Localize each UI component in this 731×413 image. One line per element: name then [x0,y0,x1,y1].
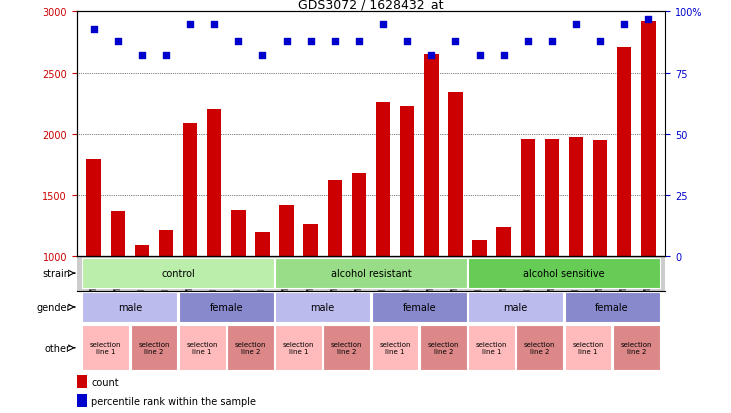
Point [522,38,534,45]
Text: female: female [595,302,629,312]
Point [498,53,510,59]
Bar [376,103,390,378]
Point [353,38,365,45]
Text: selection
line 1: selection line 1 [90,342,121,354]
FancyBboxPatch shape [276,259,466,288]
FancyBboxPatch shape [564,292,659,322]
Bar [231,210,246,378]
Bar [110,211,125,378]
Point [450,38,461,45]
FancyBboxPatch shape [324,325,371,370]
Bar [77,394,87,407]
FancyBboxPatch shape [131,325,178,370]
Point [208,21,220,28]
Point [377,21,389,28]
Bar [77,375,87,388]
Bar [472,241,487,378]
FancyBboxPatch shape [564,325,611,370]
Point [474,53,485,59]
Text: selection
line 2: selection line 2 [331,342,363,354]
Text: selection
line 1: selection line 1 [283,342,314,354]
Text: male: male [311,302,335,312]
Point [305,38,317,45]
FancyBboxPatch shape [83,292,178,322]
Text: alcohol sensitive: alcohol sensitive [523,268,605,278]
Point [425,53,437,59]
FancyBboxPatch shape [83,259,274,288]
Bar [569,138,583,378]
Bar [545,139,559,378]
Text: count: count [91,377,119,387]
FancyBboxPatch shape [516,325,563,370]
Text: gender: gender [37,302,71,312]
Bar [86,160,101,378]
Text: female: female [402,302,436,312]
Text: selection
line 2: selection line 2 [428,342,459,354]
Point [160,53,172,59]
FancyBboxPatch shape [83,325,129,370]
FancyBboxPatch shape [613,325,659,370]
Text: strain: strain [43,268,71,278]
Bar [303,225,318,378]
Bar [448,93,463,378]
Text: male: male [504,302,528,312]
FancyBboxPatch shape [468,325,515,370]
Text: alcohol resistant: alcohol resistant [330,268,412,278]
Text: selection
line 2: selection line 2 [621,342,652,354]
FancyBboxPatch shape [468,259,659,288]
FancyBboxPatch shape [468,292,563,322]
Text: control: control [161,268,195,278]
Point [618,21,630,28]
Point [257,53,268,59]
Text: selection
line 1: selection line 1 [379,342,411,354]
FancyBboxPatch shape [371,292,466,322]
Text: selection
line 1: selection line 1 [476,342,507,354]
Point [232,38,244,45]
Bar [617,48,632,378]
Point [329,38,341,45]
Point [546,38,558,45]
Point [112,38,124,45]
FancyBboxPatch shape [371,325,418,370]
Text: male: male [118,302,142,312]
Bar [255,232,270,378]
Point [643,17,654,23]
Bar [159,231,173,378]
Point [281,38,292,45]
Title: GDS3072 / 1628432_at: GDS3072 / 1628432_at [298,0,444,11]
Text: selection
line 2: selection line 2 [524,342,556,354]
Bar [424,55,439,378]
FancyBboxPatch shape [179,292,274,322]
Text: percentile rank within the sample: percentile rank within the sample [91,396,257,406]
Bar [496,227,511,378]
Point [88,26,99,33]
Bar [352,173,366,378]
FancyBboxPatch shape [276,325,322,370]
Point [136,53,148,59]
Bar [279,205,294,378]
Point [594,38,606,45]
Text: other: other [45,343,71,353]
Bar [327,181,342,378]
Text: selection
line 2: selection line 2 [235,342,266,354]
Bar [520,139,535,378]
Text: female: female [210,302,243,312]
Text: selection
line 1: selection line 1 [572,342,604,354]
Point [184,21,196,28]
FancyBboxPatch shape [276,292,371,322]
Bar [135,245,149,378]
Bar [593,140,607,378]
FancyBboxPatch shape [420,325,466,370]
Text: selection
line 2: selection line 2 [138,342,170,354]
Point [570,21,582,28]
Point [401,38,413,45]
Text: selection
line 1: selection line 1 [186,342,218,354]
Bar [183,123,197,378]
Bar [641,22,656,378]
Bar [400,107,414,378]
FancyBboxPatch shape [179,325,226,370]
FancyBboxPatch shape [227,325,274,370]
Bar [207,110,221,378]
